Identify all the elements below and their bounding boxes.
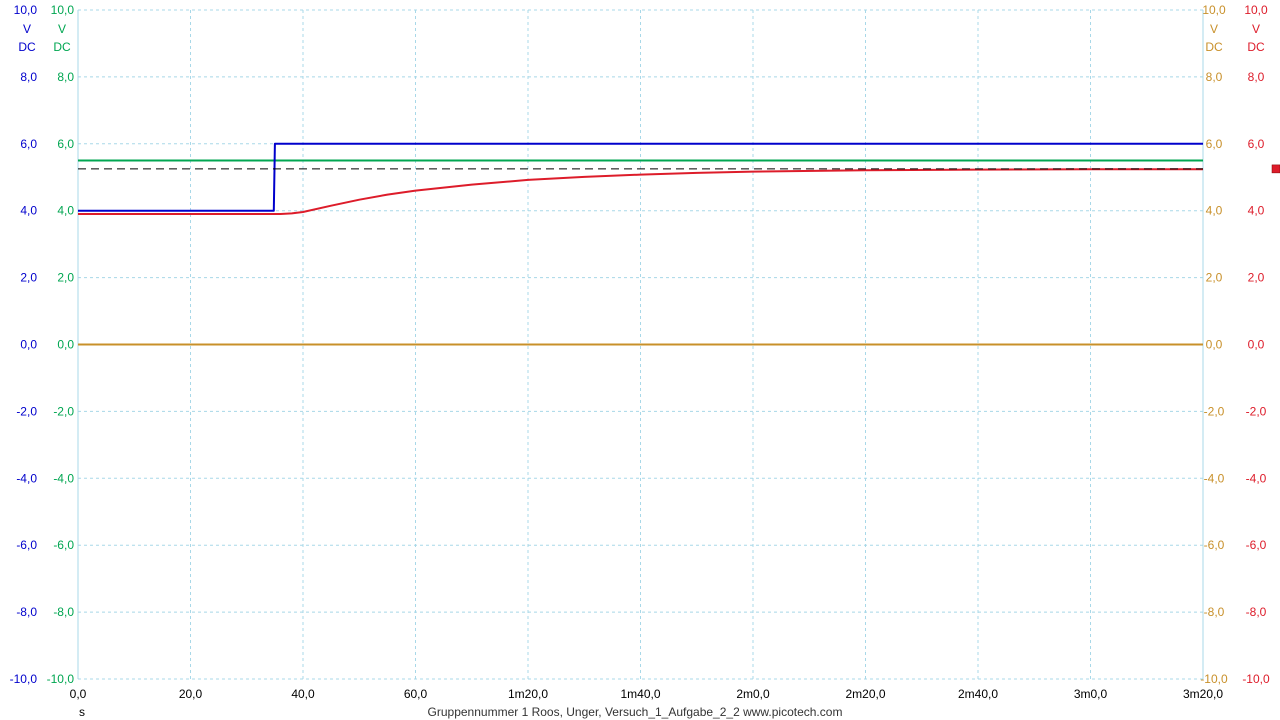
y-tick-label: -10,0 — [47, 672, 75, 686]
y-axis-unit: V — [1252, 22, 1260, 36]
y-tick-label: 10,0 — [14, 3, 38, 17]
y-tick-label: 4,0 — [1248, 204, 1265, 218]
y-axis-coupling: DC — [1247, 40, 1265, 54]
y-tick-label: -6,0 — [53, 538, 74, 552]
y-axis-coupling: DC — [1205, 40, 1223, 54]
y-axis-coupling: DC — [53, 40, 71, 54]
y-tick-label: 10,0 — [1244, 3, 1268, 17]
y-tick-label: -4,0 — [1204, 471, 1225, 485]
y-tick-label: 0,0 — [57, 338, 74, 352]
x-tick-label: 2m20,0 — [845, 687, 885, 701]
x-tick-label: 0,0 — [70, 687, 87, 701]
y-tick-label: 10,0 — [1202, 3, 1226, 17]
y-tick-label: 0,0 — [1206, 338, 1223, 352]
y-tick-label: -2,0 — [1204, 404, 1225, 418]
level-marker — [1271, 164, 1280, 174]
y-axis-unit: V — [1210, 22, 1218, 36]
y-axis-coupling: DC — [18, 40, 36, 54]
y-tick-label: 10,0 — [51, 3, 75, 17]
y-tick-label: 8,0 — [20, 70, 37, 84]
x-tick-label: 40,0 — [291, 687, 315, 701]
y-tick-label: -2,0 — [16, 404, 37, 418]
y-tick-label: 4,0 — [1206, 204, 1223, 218]
y-tick-label: 2,0 — [20, 271, 37, 285]
y-tick-label: -10,0 — [10, 672, 38, 686]
y-axis-unit: V — [58, 22, 66, 36]
y-tick-label: -2,0 — [1246, 404, 1267, 418]
y-tick-label: -8,0 — [1246, 605, 1267, 619]
y-tick-label: 8,0 — [1248, 70, 1265, 84]
y-tick-label: -4,0 — [53, 471, 74, 485]
y-tick-label: -8,0 — [1204, 605, 1225, 619]
series-trace — [78, 142, 1203, 212]
y-tick-label: 8,0 — [57, 70, 74, 84]
y-tick-label: 6,0 — [20, 137, 37, 151]
y-tick-label: -6,0 — [16, 538, 37, 552]
y-tick-label: 2,0 — [1248, 271, 1265, 285]
y-tick-label: 6,0 — [57, 137, 74, 151]
right-axes: 10,0 V DC 8,0 6,0 4,0 2,0 0,0 -2,0 -4,0 -6,0 -8,0 -1… — [1200, 3, 1270, 686]
y-tick-label: -8,0 — [16, 605, 37, 619]
x-unit-label: s — [79, 705, 85, 719]
footer-caption: Gruppennummer 1 Roos, Unger, Versuch_1_A… — [428, 705, 843, 719]
y-tick-label: -8,0 — [53, 605, 74, 619]
series-trace — [78, 168, 1203, 215]
x-tick-label: 1m20,0 — [508, 687, 548, 701]
x-tick-label: 2m40,0 — [958, 687, 998, 701]
x-tick-label: 3m0,0 — [1074, 687, 1108, 701]
x-tick-label: 60,0 — [404, 687, 428, 701]
x-tick-label: 20,0 — [179, 687, 203, 701]
y-tick-label: -4,0 — [1246, 471, 1267, 485]
y-tick-label: -6,0 — [1246, 538, 1267, 552]
x-tick-label: 3m20,0 — [1183, 687, 1223, 701]
traces — [78, 142, 1280, 346]
x-tick-label: 2m0,0 — [736, 687, 770, 701]
y-tick-label: 4,0 — [57, 204, 74, 218]
y-tick-label: 4,0 — [20, 204, 37, 218]
y-tick-label: 2,0 — [1206, 271, 1223, 285]
y-tick-label: 8,0 — [1206, 70, 1223, 84]
y-tick-label: 6,0 — [1248, 137, 1265, 151]
y-tick-label: -4,0 — [16, 471, 37, 485]
x-axis: 0,0 20,0 40,0 60,0 1m20,0 1m40,0 2m0,0 2m20,0 2m… — [70, 687, 1224, 701]
left-axes: 10,0 V DC 8,0 6,0 4,0 2,0 0,0 -2,0 -4,0 -6,0 -8,0 -1… — [10, 3, 75, 686]
y-tick-label: 0,0 — [1248, 338, 1265, 352]
y-tick-label: -6,0 — [1204, 538, 1225, 552]
y-tick-label: -10,0 — [1242, 672, 1270, 686]
x-tick-label: 1m40,0 — [620, 687, 660, 701]
y-axis-unit: V — [23, 22, 31, 36]
y-tick-label: 2,0 — [57, 271, 74, 285]
y-tick-label: 0,0 — [20, 338, 37, 352]
y-tick-label: -10,0 — [1200, 672, 1228, 686]
y-tick-label: -2,0 — [53, 404, 74, 418]
y-tick-label: 6,0 — [1206, 137, 1223, 151]
